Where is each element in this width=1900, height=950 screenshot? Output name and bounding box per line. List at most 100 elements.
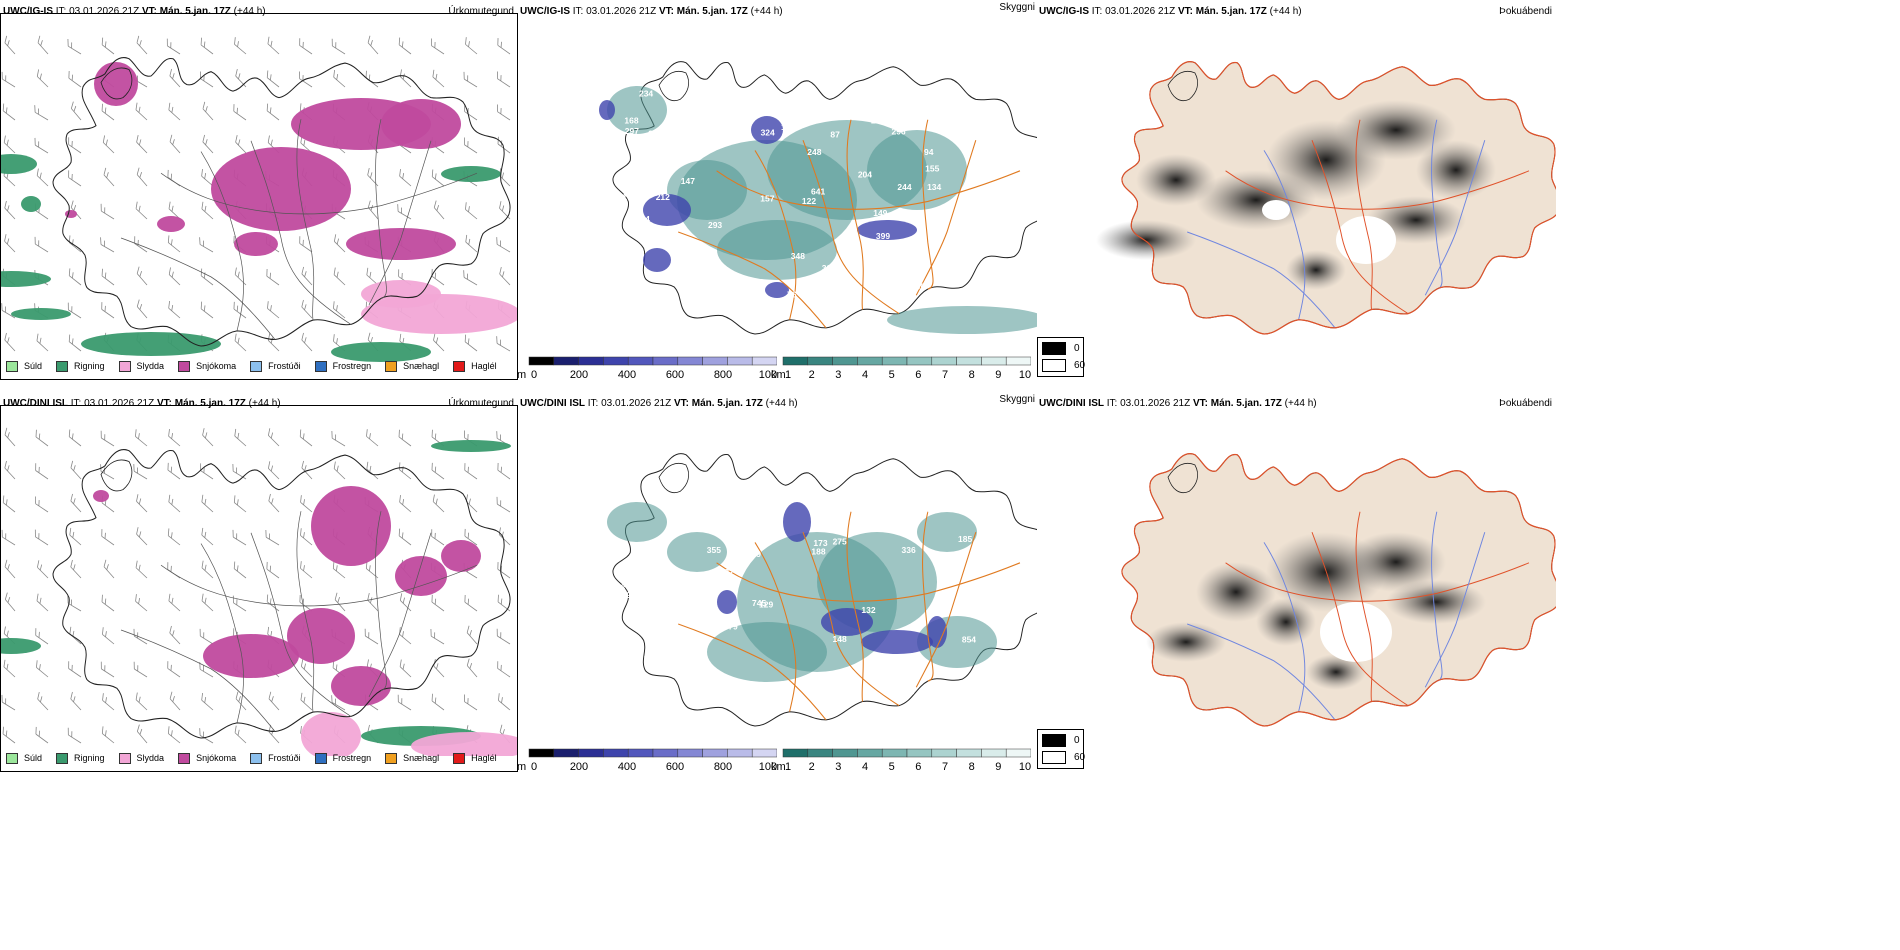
panel-title: Úrkomutegund	[448, 398, 514, 409]
fog-indicator-areas	[1096, 100, 1496, 290]
wind-barb	[168, 593, 181, 612]
vt-value: Mán. 5.jan. 17Z	[159, 6, 231, 17]
legend-label: Slydda	[136, 753, 165, 763]
wind-barb	[200, 268, 214, 286]
wind-barb	[134, 236, 148, 253]
wind-barb	[300, 495, 313, 513]
wind-barb	[202, 428, 214, 447]
wind-barb	[331, 695, 346, 711]
wind-barb	[2, 726, 16, 744]
colorbar-tick: 6	[915, 369, 921, 381]
legend-swatch	[453, 752, 466, 764]
roads-and-rivers	[1187, 119, 1530, 329]
snow-area	[287, 608, 355, 664]
clear-area	[1320, 602, 1392, 662]
visibility-label: 148	[833, 634, 847, 644]
wind-barb	[463, 270, 478, 286]
colorbar-swatch	[578, 748, 604, 758]
it-label: IT:	[587, 398, 599, 409]
wind-barb	[266, 594, 280, 612]
wind-barb	[465, 202, 478, 220]
wind-barb	[168, 102, 181, 121]
visibility-label: 297	[625, 126, 639, 136]
visibility-label: 142	[671, 641, 685, 651]
it-value: 03.01.2026 21Z	[1120, 398, 1191, 409]
wind-barb	[4, 592, 16, 612]
wind-barb	[366, 429, 379, 447]
it-value: 03.01.2026 21Z	[586, 6, 657, 17]
wind-barb	[4, 460, 16, 480]
legend-item: Frostregn	[314, 360, 371, 372]
wind-barb	[465, 234, 478, 253]
fog-area	[1136, 154, 1216, 206]
wind-barb	[102, 627, 115, 645]
colorbar-swatch	[578, 356, 604, 366]
colorbar-swatch	[553, 748, 579, 758]
panel-header: UWC/IG-IS IT: 03.01.2026 21Z VT: Mán. 5.…	[3, 6, 266, 17]
wind-barb	[399, 169, 412, 187]
model-name: UWC/DINI ISL	[1039, 398, 1104, 409]
wind-barb	[266, 561, 280, 579]
legend-item: Frostúði	[250, 752, 301, 764]
wind-barb	[233, 301, 247, 319]
wind-barb	[497, 38, 511, 55]
colorbar-unit: m	[517, 369, 526, 381]
colorbar-swatch	[981, 748, 1007, 758]
legend-swatch	[56, 752, 69, 764]
visibility-label: 244	[897, 182, 911, 192]
wind-barb	[135, 429, 148, 447]
low-visibility-area	[643, 194, 691, 226]
wind-barb	[34, 529, 49, 546]
visibility-label: 150	[900, 687, 914, 697]
visibility-label: 149	[873, 208, 887, 218]
wind-barb	[167, 235, 181, 253]
legend-swatch	[385, 752, 398, 764]
low-visibility-area	[861, 630, 933, 654]
iceland-coastline	[52, 449, 511, 739]
vt-value: Mán. 5.jan. 17Z	[1195, 6, 1267, 17]
wind-barb	[167, 528, 181, 546]
wind-barb	[133, 661, 148, 678]
wind-barb	[1, 71, 16, 88]
wind-barb	[499, 201, 511, 220]
wind-barb	[135, 594, 148, 612]
wind-barb	[497, 562, 511, 579]
colorbar-swatches	[782, 356, 1031, 366]
it-value: 03.01.2026 21Z	[601, 398, 672, 409]
colorbar-swatch	[702, 748, 728, 758]
wind-barb	[35, 463, 49, 480]
visibility-label: 234	[871, 116, 885, 126]
legend-item: Haglél	[453, 752, 497, 764]
wind-barb	[101, 726, 115, 744]
precip-type-panel: UWC/DINI ISL IT: 03.01.2026 21Z VT: Mán.…	[0, 392, 520, 782]
colorbar-swatch	[553, 356, 579, 366]
colorbar-tick: 800	[714, 761, 732, 773]
wind-barb	[36, 593, 49, 612]
wind-barb	[267, 333, 280, 352]
visibility-label: 140	[759, 528, 773, 538]
legend-item: Frostregn	[314, 752, 371, 764]
wind-barb	[101, 103, 115, 121]
wind-barb	[464, 463, 478, 480]
wind-barb	[268, 691, 280, 711]
legend-swatch	[314, 360, 327, 372]
colorbar-swatch	[603, 748, 629, 758]
fog-area	[1146, 622, 1226, 662]
wind-barb	[399, 495, 412, 513]
fog-legend-swatch	[1042, 342, 1066, 355]
colorbar-tick: 600	[666, 761, 684, 773]
westfjords-coast	[1167, 70, 1198, 102]
forecast-row: UWC/IG-IS IT: 03.01.2026 21Z VT: Mán. 5.…	[0, 0, 1900, 390]
legend-item: Slydda	[118, 360, 164, 372]
wind-barb	[2, 103, 16, 121]
visibility-label: 100	[781, 122, 795, 132]
colorbar-unit: km	[771, 761, 786, 773]
wind-barb	[169, 68, 181, 88]
iceland-coastline	[52, 57, 511, 347]
wind-barb	[463, 71, 478, 88]
wind-barb	[498, 693, 511, 711]
panel-title: Þokuábendi	[1499, 398, 1552, 409]
wind-barb	[167, 661, 181, 678]
wind-barb	[268, 493, 280, 513]
model-name: UWC/IG-IS	[1039, 6, 1089, 17]
